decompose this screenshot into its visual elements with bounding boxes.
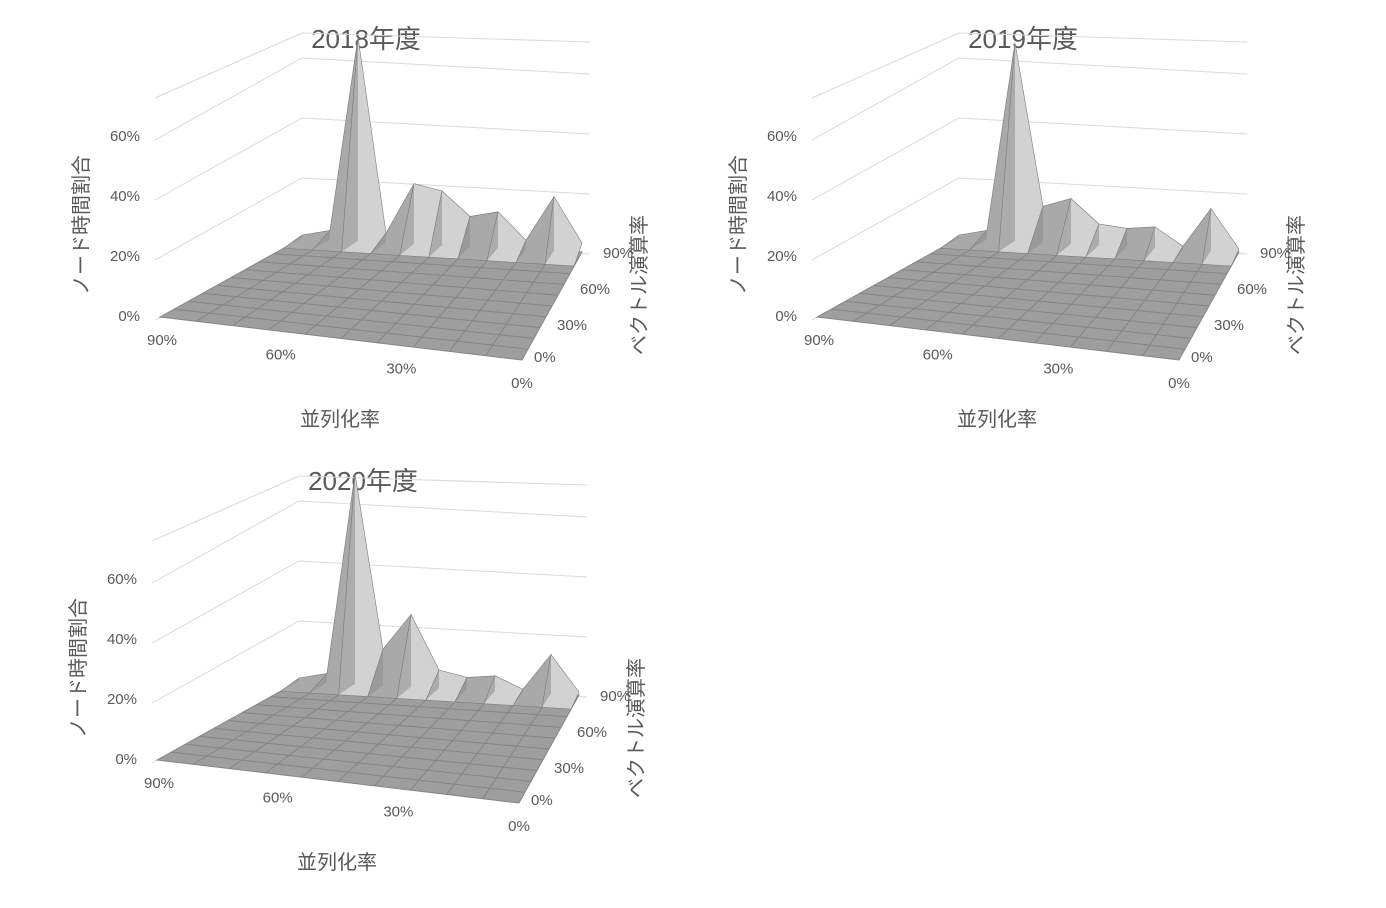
z-tick-label: 40%: [767, 188, 797, 205]
y-axis-title: ベクトル演算率: [628, 215, 651, 355]
z-tick-label: 0%: [115, 751, 137, 768]
chart-title: 2018年度: [311, 24, 421, 54]
y-tick-label: 60%: [580, 281, 610, 298]
x-tick-label: 90%: [147, 332, 177, 349]
z-tick-label: 20%: [767, 248, 797, 265]
x-axis-title: 並列化率: [297, 851, 377, 874]
surface-chart-3: 2020年度0%20%40%60%90%60%30%0%0%30%60%90%並…: [67, 466, 648, 874]
y-tick-label: 30%: [557, 317, 587, 334]
z-gridline: [155, 58, 590, 140]
x-tick-label: 90%: [804, 332, 834, 349]
x-axis-title: 並列化率: [957, 408, 1037, 431]
chart-title: 2019年度: [968, 24, 1078, 54]
x-tick-label: 30%: [1043, 361, 1073, 378]
y-tick-label: 60%: [1237, 281, 1267, 298]
z-tick-label: 0%: [775, 308, 797, 325]
chart-title: 2020年度: [308, 466, 418, 496]
z-tick-label: 40%: [110, 188, 140, 205]
z-tick-label: 60%: [767, 128, 797, 145]
x-tick-label: 60%: [266, 346, 296, 363]
x-tick-label: 0%: [508, 818, 530, 835]
y-tick-label: 0%: [531, 792, 553, 809]
y-tick-label: 0%: [1191, 349, 1213, 366]
z-axis-title: ノード時間割合: [67, 598, 90, 738]
x-tick-label: 60%: [923, 346, 953, 363]
z-tick-label: 40%: [107, 631, 137, 648]
surface-chart-2: 2019年度0%20%40%60%90%60%30%0%0%30%60%90%並…: [727, 24, 1308, 431]
y-tick-label: 30%: [554, 760, 584, 777]
x-tick-label: 0%: [1168, 375, 1190, 392]
x-tick-label: 30%: [386, 361, 416, 378]
z-axis-title: ノード時間割合: [70, 155, 93, 295]
x-axis-title: 並列化率: [300, 408, 380, 431]
z-axis-title: ノード時間割合: [727, 155, 750, 295]
y-tick-label: 60%: [577, 724, 607, 741]
surface-chart-1: 2018年度0%20%40%60%90%60%30%0%0%30%60%90%並…: [70, 24, 651, 431]
y-tick-label: 0%: [534, 349, 556, 366]
x-tick-label: 60%: [263, 789, 293, 806]
x-tick-label: 30%: [383, 804, 413, 821]
y-tick-label: 30%: [1214, 317, 1244, 334]
z-tick-label: 60%: [107, 571, 137, 588]
x-tick-label: 0%: [511, 375, 533, 392]
z-tick-label: 0%: [118, 308, 140, 325]
x-tick-label: 90%: [144, 775, 174, 792]
z-tick-label: 60%: [110, 128, 140, 145]
z-tick-label: 20%: [107, 691, 137, 708]
z-tick-label: 20%: [110, 248, 140, 265]
y-axis-title: ベクトル演算率: [1285, 215, 1308, 355]
y-axis-title: ベクトル演算率: [625, 658, 648, 798]
